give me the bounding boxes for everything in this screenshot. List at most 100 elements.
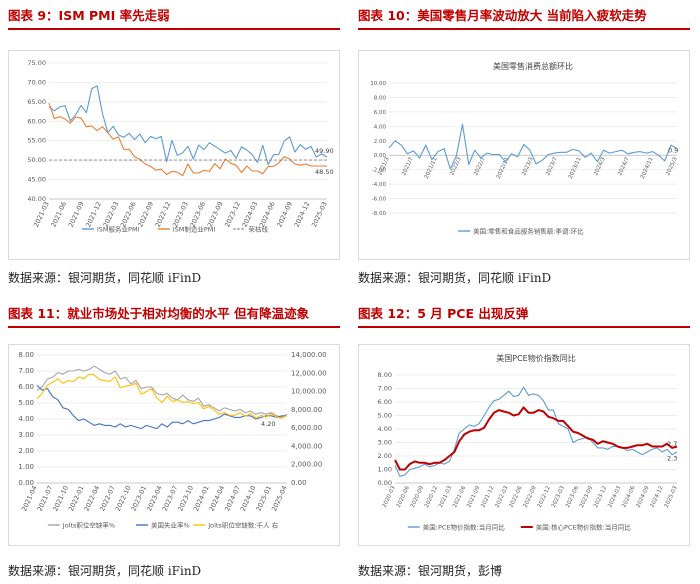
x-tick-label: 2022/7 (473, 156, 487, 177)
x-tick-label: 2023/3 (521, 156, 535, 177)
x-tick-label: 2021-03 (438, 485, 453, 509)
source-note: 数据来源：银河期货，彭博 (358, 564, 503, 578)
y2-tick-label: 14,000.00 (291, 351, 327, 359)
x-tick-label: 2020-03 (382, 485, 397, 509)
y2-tick-label: 4,000.00 (291, 442, 322, 450)
x-tick-label: 2023-03 (551, 485, 566, 509)
chart-title: 美国零售消费总额环比 (493, 61, 573, 71)
series-line-0 (388, 123, 678, 170)
end-value-label: 49.90 (315, 147, 334, 155)
y-tick-label: 4.00 (18, 415, 34, 423)
y-tick-label: 8.00 (378, 371, 392, 379)
x-tick-label: 2023-09 (579, 485, 594, 509)
source-note: 数据来源：银河期货，同花顺 iFinD (8, 564, 202, 578)
y-tick-label: -6.00 (372, 197, 387, 203)
x-tick-label: 2021-06 (452, 485, 467, 509)
panel-title: 图表 11：就业市场处于相对均衡的水平 但有降温迹象 (8, 304, 340, 328)
y-tick-label: 5.00 (18, 399, 34, 407)
chart-title: 美国PCE物价指数同比 (496, 353, 575, 363)
x-tick-label: 2024-03 (607, 485, 622, 509)
y-tick-label: 1.00 (18, 463, 34, 471)
y-tick-label: 6.00 (378, 398, 392, 406)
y-tick-label: 0.00 (374, 153, 387, 159)
y-tick-label: 4.00 (378, 425, 392, 433)
y-tick-label: -4.00 (372, 182, 387, 188)
y2-tick-label: 2,000.00 (291, 461, 322, 469)
x-tick-label: 2023-12 (593, 485, 608, 508)
x-tick-label: 2022-12 (154, 200, 173, 228)
chart-retail-sales: 美国零售消费总额环比 -8.00 -6.00 -4.00 -2.00 0.00 2.00 4.… (370, 61, 679, 236)
y-tick-label: 10.00 (370, 81, 386, 87)
panel-ism-pmi: 图表 9：ISM PMI 率先走弱 40.00 45.00 50.00 55.00 60… (8, 6, 340, 290)
y-tick-label: 1.00 (378, 466, 392, 474)
chart-area: 0.00 1.00 2.00 3.00 4.00 5.00 6.00 7.00 8.00 0.00… (8, 344, 340, 546)
y2-tick-label: 10,000.00 (291, 388, 327, 396)
y-tick-label: 3.00 (378, 439, 392, 447)
end-value-label: 0.9 (668, 147, 678, 155)
y-tick-label: 55.00 (27, 137, 46, 145)
x-tick-label: 2025-04 (270, 484, 289, 512)
y-tick-label: 6.00 (374, 110, 387, 116)
y-tick-label: 3.00 (18, 431, 34, 439)
legend-label: ISM制造业PMI (173, 225, 216, 234)
legend-label: 美国:零售和食品服务销售额:季调:环比 (473, 227, 584, 236)
x-tick-label: 2024/7 (617, 156, 631, 177)
x-tick-label: 2021-03 (32, 200, 51, 228)
y-tick-label: 65.00 (27, 98, 46, 106)
x-tick-label: 2024/11 (640, 157, 655, 180)
series-line-0 (36, 365, 288, 418)
y-tick-label: 70.00 (27, 78, 46, 86)
x-tick-label: 2024-06 (621, 485, 636, 509)
x-tick-label: 2023-06 (565, 485, 580, 509)
x-tick-label: 2024-12 (293, 200, 312, 228)
series-line-2 (36, 373, 288, 419)
x-tick-label: 2022-06 (509, 485, 524, 509)
x-tick-label: 2022-03 (494, 485, 509, 509)
x-tick-label: 2020-12 (424, 485, 439, 508)
y-tick-label: 60.00 (27, 117, 46, 125)
chart-area: 40.00 45.00 50.00 55.00 60.00 65.00 70.00 75.00… (8, 50, 340, 260)
y-tick-label: 6.00 (18, 383, 34, 391)
x-tick-label: 2024-03 (241, 200, 260, 228)
y-tick-label: 2.00 (378, 452, 392, 460)
chart-jobs-market: 0.00 1.00 2.00 3.00 4.00 5.00 6.00 7.00 8.00 0.00… (18, 351, 327, 530)
chart-area: 美国PCE物价指数同比 0.00 1.00 2.00 3.00 4.00 5.00 6.00 7… (358, 344, 690, 546)
x-tick-label: 2023/11 (568, 157, 583, 180)
x-tick-label: 2023/7 (545, 156, 559, 177)
legend-label: 美国:PCE物价指数:当月同比 (423, 523, 505, 532)
x-tick-label: 2021-12 (480, 485, 495, 508)
x-tick-label: 2020-09 (410, 485, 425, 509)
y-tick-label: 4.00 (374, 124, 387, 130)
series-line-1 (48, 102, 327, 177)
legend-label: 美国失业率% (151, 521, 190, 530)
panel-jobs-market: 图表 11：就业市场处于相对均衡的水平 但有降温迹象 0.00 1.00 2.00 3… (8, 304, 340, 584)
y-tick-label: 40.00 (27, 195, 46, 203)
x-tick-label: 2024-12 (650, 485, 665, 508)
y-tick-label: 7.00 (378, 385, 392, 393)
x-tick-label: 2022-06 (119, 200, 138, 228)
y-tick-label: 2.00 (374, 139, 387, 145)
legend-label: Jolts职位空缺数:千人 右 (207, 521, 278, 530)
series-line-0 (48, 85, 328, 166)
series-line-0 (394, 386, 678, 477)
y-tick-label: -8.00 (372, 211, 387, 217)
x-tick-label: 2023-12 (223, 200, 242, 228)
x-tick-label: 2021/11 (424, 157, 439, 180)
x-tick-label: 2024-09 (275, 200, 294, 228)
x-tick-label: 2025/3 (665, 156, 679, 177)
y-tick-label: 75.00 (27, 59, 46, 67)
x-tick-label: 2021-09 (67, 200, 86, 228)
legend-label: 美国:核心PCE物价指数:当月同比 (536, 523, 631, 532)
y-tick-label: 0.00 (378, 479, 392, 487)
y2-tick-label: 12,000.00 (291, 369, 327, 377)
y-tick-label: 2.00 (18, 447, 34, 455)
y2-tick-label: 8,000.00 (291, 406, 322, 414)
series-line-1 (394, 406, 678, 471)
x-tick-label: 2020-06 (396, 485, 411, 509)
end-value-label: 2.3 (667, 455, 677, 463)
x-tick-label: 2023-09 (206, 200, 225, 228)
x-tick-label: 2025-03 (664, 485, 679, 509)
end-value-label: 2.7 (667, 440, 677, 448)
x-tick-label: 2023-03 (171, 200, 190, 228)
x-tick-label: 2021-12 (84, 200, 103, 228)
